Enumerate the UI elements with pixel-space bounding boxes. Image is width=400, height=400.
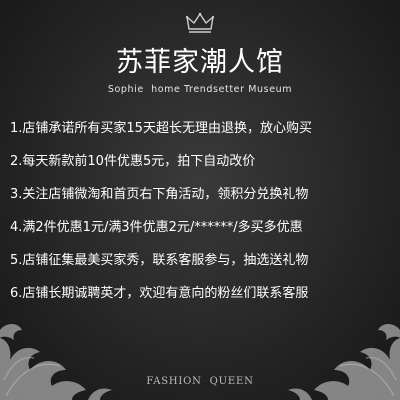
footer-tagline: FASHION QUEEN [146,376,254,387]
brand-title: 苏菲家潮人馆 [116,47,284,78]
notice-item-2: 2.每天新款前10件优惠5元，拍下自动改价 [10,154,256,169]
ornament-right-icon [288,324,400,400]
notice-item-3: 3.关注店铺微淘和首页右下角活动，领积分兑换礼物 [10,187,309,202]
notice-item-1: 1.店铺承诺所有买家15天超长无理由退换，放心购买 [10,121,312,136]
notice-item-5: 5.店铺征集最美买家秀，联系客服参与，抽选送礼物 [10,253,309,268]
notice-item-4: 4.满2件优惠1元/满3件优惠2元/******/多买多优惠 [10,220,303,235]
notice-list: 1.店铺承诺所有买家15天超长无理由退换，放心购买 2.每天新款前10件优惠5元… [10,112,394,310]
crown-icon [186,12,214,33]
brand-subtitle: Sophie home Trendsetter Museum [107,84,293,95]
ornament-left-icon [0,324,112,400]
notice-item-6: 6.店铺长期诚聘英才，欢迎有意向的粉丝们联系客服 [10,286,309,301]
